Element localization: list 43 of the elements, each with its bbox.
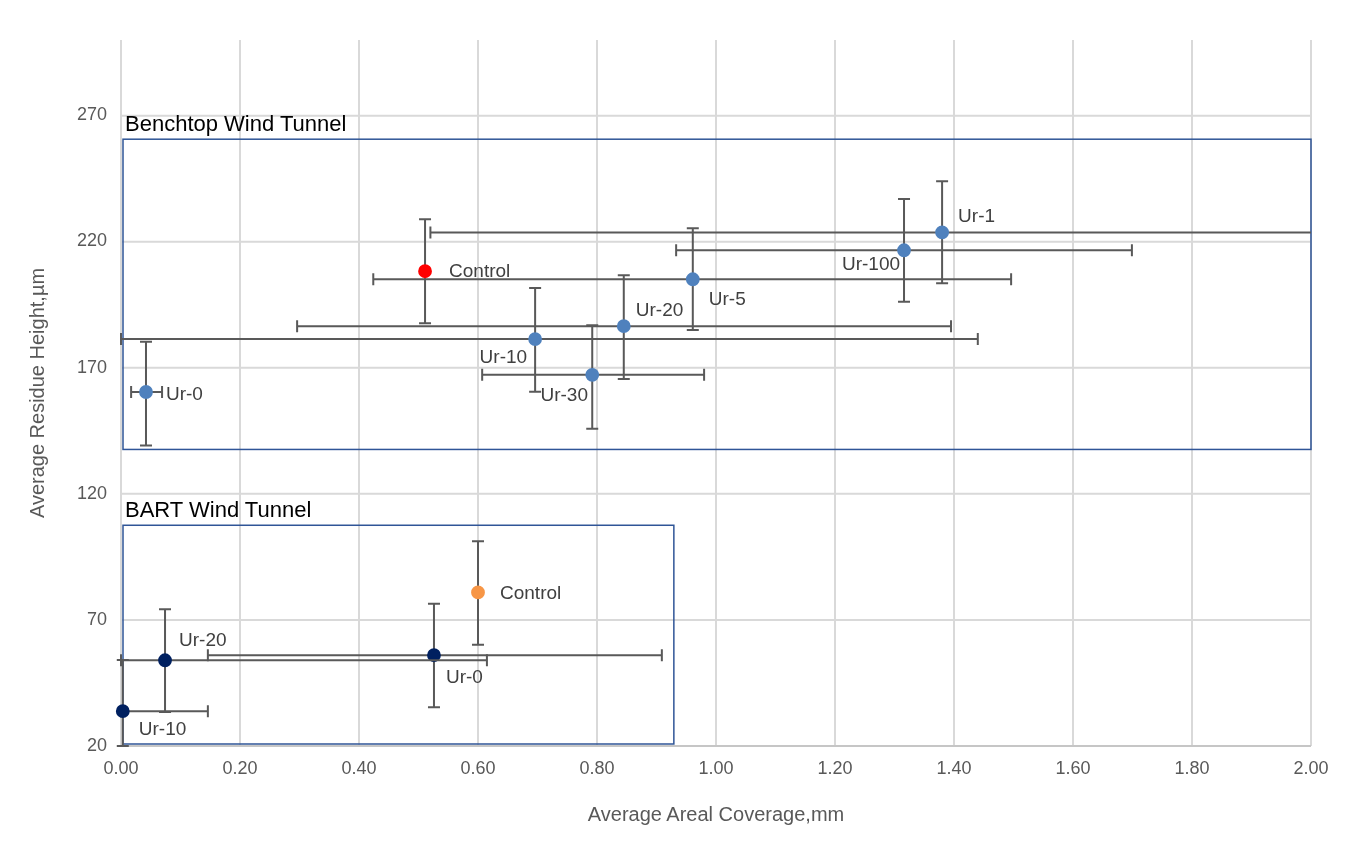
x-tick-label: 1.00 xyxy=(698,758,734,778)
y-tick-label: 120 xyxy=(76,482,107,503)
annotation: Ur-10 xyxy=(138,718,187,740)
y-tick-label: 270 xyxy=(76,104,107,125)
annotation: Ur-10 xyxy=(479,346,528,368)
point xyxy=(935,225,950,240)
annotation: Ur-1 xyxy=(958,205,996,227)
point xyxy=(685,272,700,287)
x-tick-label: 0.40 xyxy=(341,758,377,778)
annotation: Ur-0 xyxy=(165,382,203,404)
annotation: Ur-20 xyxy=(179,629,227,651)
annotation: Ur-0 xyxy=(445,666,483,688)
x-tick-label: 1.40 xyxy=(936,758,972,778)
x-tick-label: 1.80 xyxy=(1174,758,1210,778)
point xyxy=(158,653,172,668)
x-tick-label: 0.00 xyxy=(103,758,139,778)
x-tick-label: 2.00 xyxy=(1293,758,1329,778)
point xyxy=(471,585,485,600)
x-axis-title: Average Areal Coverage,mm xyxy=(587,803,845,825)
annotation: Ur-20 xyxy=(635,299,684,321)
x-tick-label: 1.20 xyxy=(817,758,853,778)
annotation: Ur-5 xyxy=(708,288,746,310)
point xyxy=(139,385,153,399)
annotation: Ur-30 xyxy=(540,383,588,405)
annotation: Benchtop Wind Tunnel xyxy=(125,111,347,137)
y-tick-label: 20 xyxy=(86,734,107,755)
y-axis-title: Average Residue Height,µm xyxy=(26,267,48,519)
y-tick-label: 70 xyxy=(86,608,107,629)
point xyxy=(897,243,911,258)
x-tick-label: 0.60 xyxy=(460,758,496,778)
y-tick-label: 220 xyxy=(76,230,107,251)
point xyxy=(585,367,600,382)
x-tick-label: 0.80 xyxy=(579,758,615,778)
annotation: Ur-100 xyxy=(841,253,901,275)
y-tick-label: 170 xyxy=(76,356,107,377)
point xyxy=(616,319,631,334)
x-tick-label: 0.20 xyxy=(222,758,258,778)
annotation: Control xyxy=(500,582,562,604)
point xyxy=(418,264,432,279)
point xyxy=(528,332,543,346)
x-tick-label: 1.60 xyxy=(1055,758,1091,778)
annotation: Control xyxy=(449,260,511,282)
annotation: BART Wind Tunnel xyxy=(125,497,312,523)
